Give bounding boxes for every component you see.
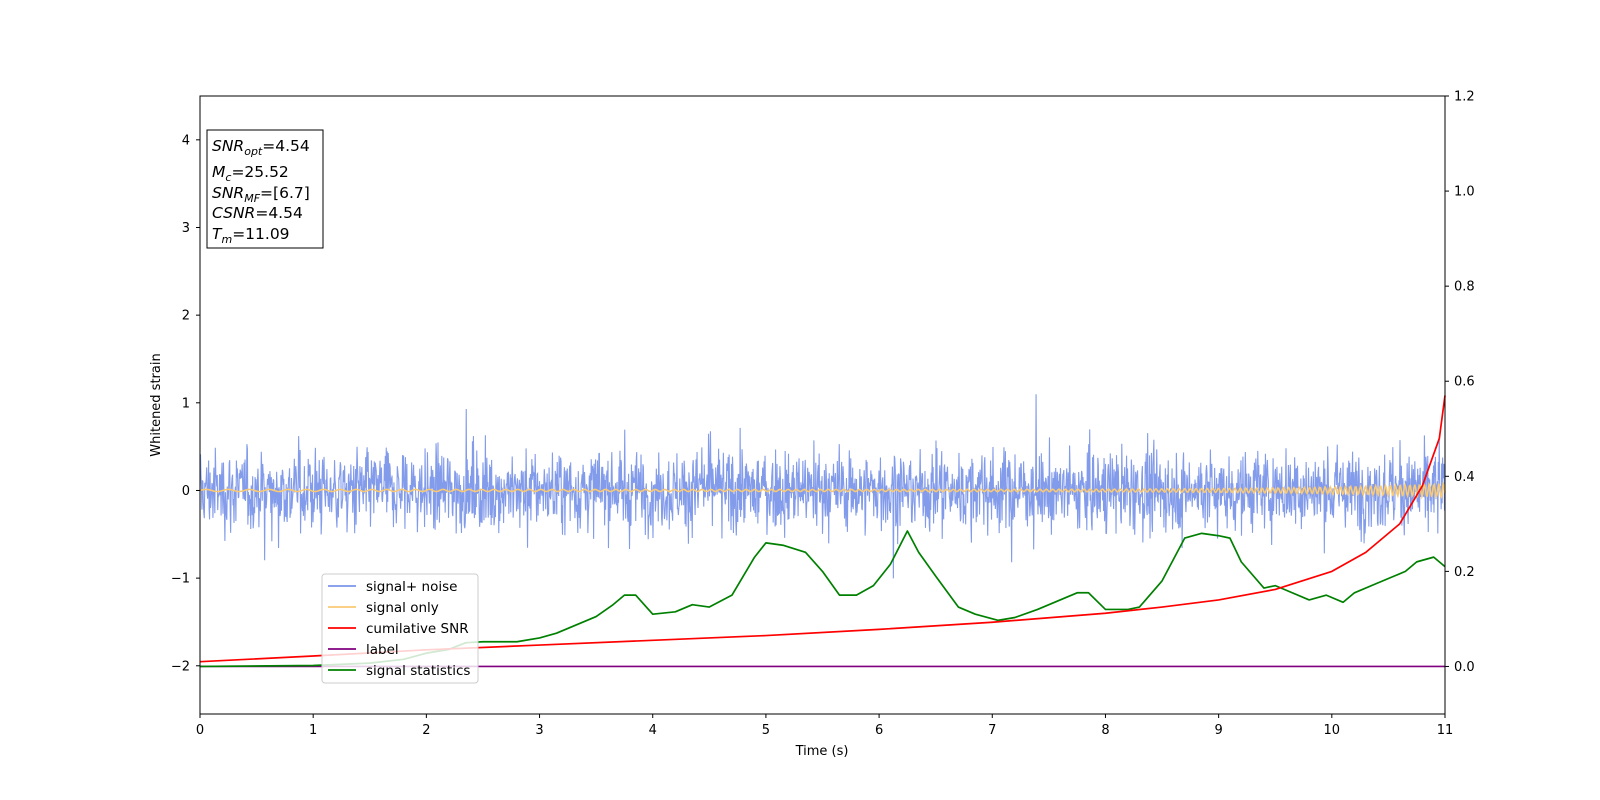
legend-label: label [366, 642, 399, 658]
x-tick-label: 10 [1324, 723, 1341, 738]
legend-item: cumilative SNR [328, 621, 469, 637]
series-signal-statistics-line [199, 530, 1446, 668]
y-right-tick-label: 0.8 [1454, 280, 1475, 295]
legend-item: signal+ noise [328, 579, 457, 595]
series-cumulative-snr-line [199, 395, 1446, 663]
y-right-tick-label: 0.4 [1454, 470, 1475, 485]
annotation-box-frame [206, 129, 324, 249]
y-tick-label: 2 [182, 309, 190, 324]
y-tick-label: 3 [182, 221, 190, 236]
x-tick-label: 1 [309, 723, 317, 738]
series-signal-only-line [199, 481, 1446, 500]
legend-label: cumilative SNR [366, 621, 469, 637]
y-right-tick-label: 1.2 [1454, 90, 1475, 105]
series-signal-noise-line [199, 394, 1446, 579]
x-tick-label: 4 [649, 723, 657, 738]
x-tick-label: 9 [1214, 723, 1222, 738]
legend-item: signal only [328, 600, 439, 616]
x-tick-label: 5 [762, 723, 770, 738]
x-tick-label: 3 [535, 723, 543, 738]
legend-item: label [328, 642, 399, 658]
x-tick-label: 7 [988, 723, 996, 738]
x-tick-label: 11 [1437, 723, 1454, 738]
annotation-snr-mf: SNRMF=[6.7] [212, 184, 310, 205]
annotation-csnr: CSNR=4.54 [212, 204, 303, 222]
y-right-tick-label: 1.0 [1454, 185, 1475, 200]
legend: signal+ noise signal only cumilative SNR la… [321, 573, 479, 684]
axes-frame [199, 95, 1446, 715]
annotation-box: SNRopt=4.54 Mc=25.52 SNRMF=[6.7] CSNR=4.… [206, 129, 324, 249]
y-right-tick-label: 0.2 [1454, 565, 1475, 580]
y-axis-label: Whitened strain [149, 353, 164, 456]
y-right-tick-label: 0.6 [1454, 375, 1475, 390]
annotation-snr-opt: SNRopt=4.54 [212, 137, 310, 158]
x-tick-label: 8 [1101, 723, 1109, 738]
x-tick-label: 2 [422, 723, 430, 738]
legend-label: signal+ noise [366, 579, 457, 595]
x-tick-label: 0 [196, 723, 204, 738]
x-axis-label: Time (s) [795, 744, 849, 759]
x-tick-label: 6 [875, 723, 883, 738]
annotation-mc: Mc=25.52 [212, 163, 289, 184]
y-tick-label: 4 [182, 133, 190, 148]
legend-frame [321, 573, 479, 684]
y-right-tick-label: 0.0 [1454, 660, 1475, 675]
y-tick-label: 1 [182, 396, 190, 411]
legend-item: signal statistics [328, 663, 470, 679]
annotation-tm: Tm=11.09 [212, 225, 290, 246]
y-tick-label: 0 [182, 484, 190, 499]
ticks: 0 1 2 3 4 5 6 7 8 9 10 11 −2 −1 0 1 2 3 4 0.0 0.2 0.4 0.6 0.8 1.… [171, 90, 1475, 739]
y-tick-label: −2 [171, 659, 190, 674]
y-tick-label: −1 [171, 572, 190, 587]
legend-items: signal+ noise signal only cumilative SNR la… [328, 579, 470, 679]
legend-label: signal only [366, 600, 439, 616]
legend-label: signal statistics [366, 663, 470, 679]
